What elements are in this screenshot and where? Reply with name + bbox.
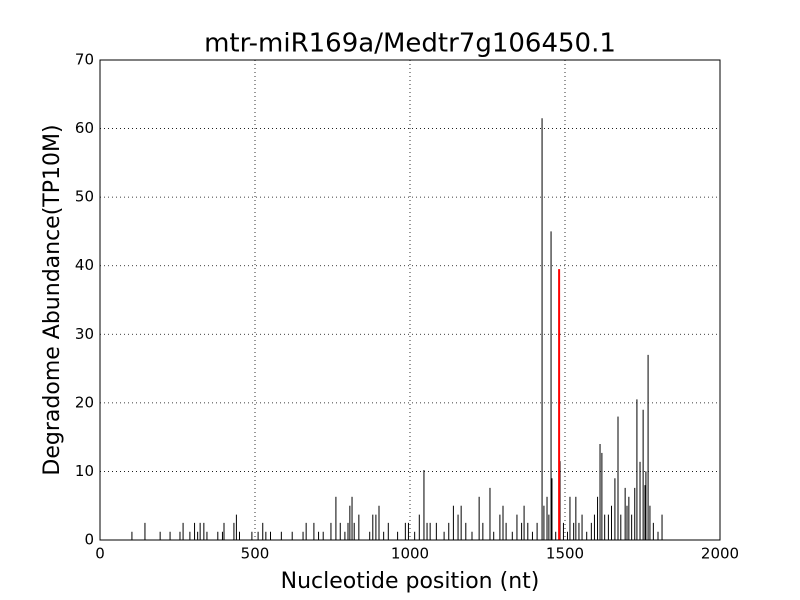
plot-frame <box>99 59 721 541</box>
y-tick-label: 30 <box>75 325 94 343</box>
y-tick-label: 0 <box>84 531 94 549</box>
x-tick-label: 1000 <box>391 545 429 563</box>
y-tick-label: 20 <box>75 393 94 411</box>
x-tick-label: 1500 <box>546 545 584 563</box>
y-tick-label: 10 <box>75 462 94 480</box>
y-tick-label: 40 <box>75 256 94 274</box>
x-tick-label: 2000 <box>701 545 739 563</box>
y-tick-label: 60 <box>75 119 94 137</box>
x-axis-label: Nucleotide position (nt) <box>281 569 540 594</box>
x-tick-label: 0 <box>95 545 105 563</box>
y-axis-label: Degradome Abundance(TP10M) <box>40 124 65 475</box>
x-tick-label: 500 <box>241 545 270 563</box>
chart-title: mtr-miR169a/Medtr7g106450.1 <box>204 29 616 59</box>
y-tick-label: 70 <box>75 51 94 69</box>
y-tick-label: 50 <box>75 188 94 206</box>
